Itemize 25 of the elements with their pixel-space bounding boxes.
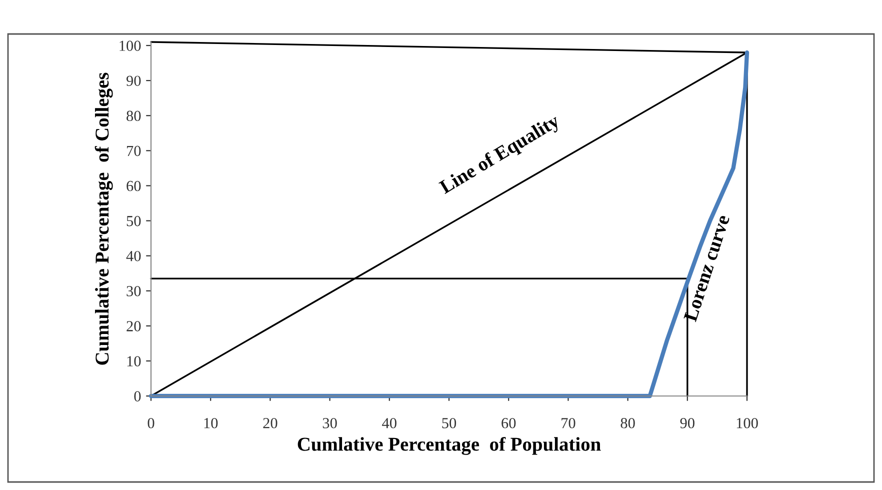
y-tick-label: 50 (126, 216, 141, 226)
annotation: Lorenz curve (684, 214, 730, 322)
y-tick-label: 60 (126, 180, 141, 192)
x-tick-label: 0 (148, 418, 154, 428)
x-axis-title: Cumlative Percentage of Population (298, 436, 601, 455)
y-tick-label: 70 (127, 146, 141, 156)
y-tick-label: 0 (134, 391, 141, 402)
y-tick-label: 90 (126, 76, 141, 86)
y-tick-label: 20 (126, 321, 141, 332)
x-tick-label: 60 (502, 418, 516, 428)
y-axis-title: Cumulative Percentage of Colleges (94, 72, 113, 365)
x-tick-label: 10 (204, 418, 218, 428)
x-tick-label: 90 (680, 418, 694, 428)
x-tick-label: 70 (562, 418, 576, 428)
x-tick-label: 100 (736, 418, 758, 428)
x-tick-label: 40 (382, 418, 396, 428)
y-tick-label: 100 (120, 40, 141, 51)
x-tick-label: 50 (442, 418, 456, 428)
x-tick-label: 30 (322, 418, 337, 428)
x-tick-label: 80 (620, 418, 635, 428)
y-tick-label: 10 (127, 356, 141, 366)
y-tick-label: 40 (126, 250, 141, 262)
x-tick-label: 20 (263, 418, 278, 428)
y-tick-label: 80 (126, 110, 141, 122)
y-tick-label: 30 (126, 286, 141, 296)
